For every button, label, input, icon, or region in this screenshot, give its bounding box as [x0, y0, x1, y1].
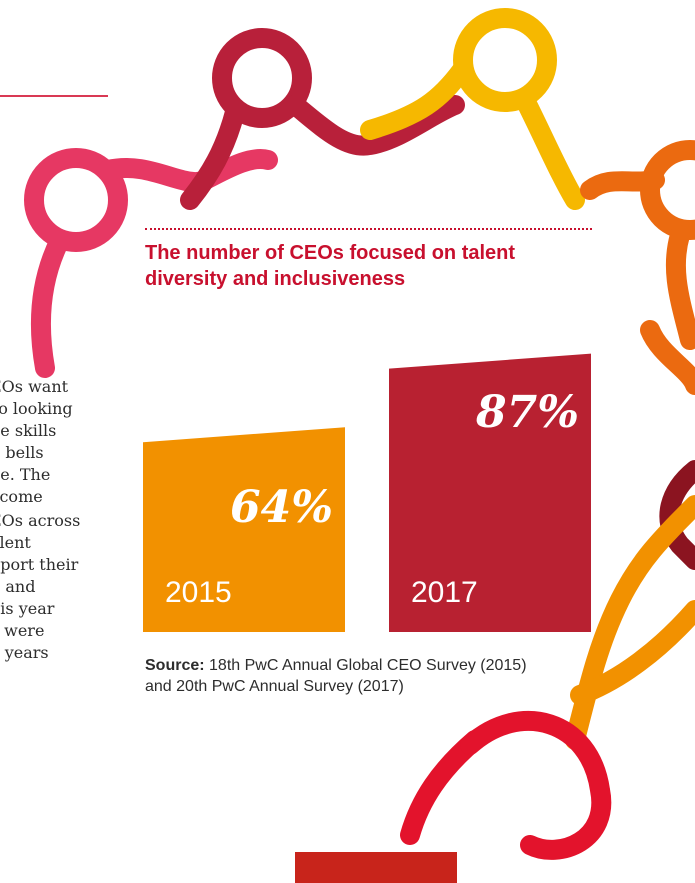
chart-divider [145, 228, 592, 230]
footer-color-block [295, 852, 457, 883]
dark-red-figure [659, 460, 695, 570]
body-line: n and [0, 577, 36, 596]
body-paragraph-2: EOs across alent pport their n and his year y… [0, 510, 140, 664]
amber-figure [565, 495, 695, 750]
body-line: EOs want [0, 377, 69, 396]
source-note: Source: 18th PwC Annual Global CEO Surve… [145, 655, 545, 697]
red-figure [400, 711, 612, 860]
bar-category-label: 2015 [165, 576, 232, 609]
body-line: alent [0, 533, 31, 552]
orange-figure [580, 140, 695, 395]
crimson-figure [180, 28, 465, 210]
body-line: ne skills [0, 421, 57, 440]
yellow-figure [360, 8, 585, 210]
body-line: o years [0, 643, 49, 662]
bar-value-label: 87% [476, 386, 580, 438]
source-text: 18th PwC Annual Global CEO Survey (2015)… [145, 657, 527, 695]
body-line: y were [0, 621, 45, 640]
body-line: his year [0, 599, 55, 618]
body-line: be. The [0, 465, 51, 484]
source-label: Source: [145, 657, 205, 674]
body-line: EOs across [0, 511, 81, 530]
header-rule [0, 95, 108, 97]
body-line: pport their [0, 555, 79, 574]
chart-title: The number of CEOs focused on talent div… [145, 242, 516, 290]
body-paragraph-1: EOs want so looking ne skills n bells be. Th… [0, 376, 140, 508]
bar-value-label: 64% [230, 482, 334, 534]
body-line: so looking [0, 399, 73, 418]
bar-category-label: 2017 [411, 576, 478, 609]
body-line: n bells [0, 443, 44, 462]
